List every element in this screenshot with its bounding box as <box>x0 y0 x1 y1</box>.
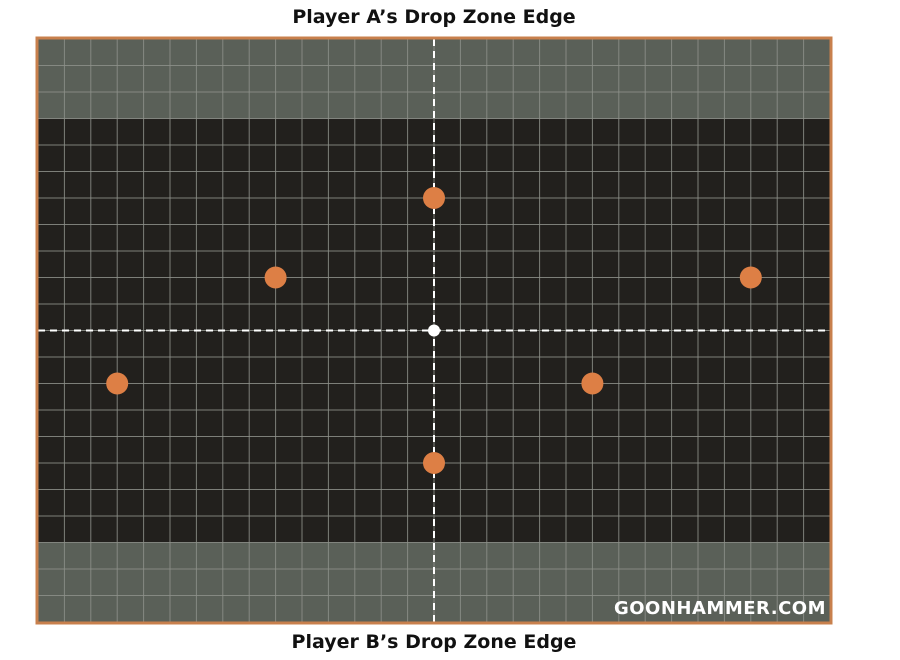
bottom-edge-label: Player B’s Drop Zone Edge <box>291 631 577 653</box>
objective-marker <box>423 187 445 209</box>
board-border <box>35 36 833 625</box>
objective-markers <box>106 187 762 474</box>
goonhammer-watermark: GOONHAMMER.COM <box>614 598 826 619</box>
objective-marker <box>106 372 129 395</box>
center-marker <box>428 324 440 337</box>
objective-marker <box>581 372 604 395</box>
objective-marker <box>739 266 762 289</box>
top-edge-label: Player A’s Drop Zone Edge <box>292 6 576 28</box>
objective-marker <box>264 266 287 289</box>
objective-marker <box>423 452 445 474</box>
